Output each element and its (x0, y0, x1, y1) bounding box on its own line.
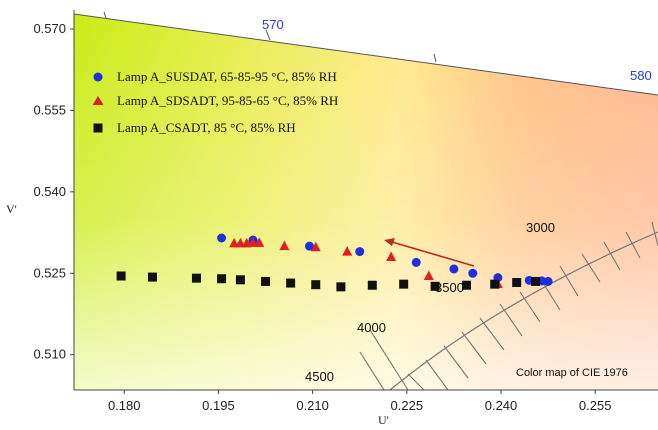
data-point-square (286, 278, 296, 288)
y-tick-label: 0.540 (33, 184, 66, 199)
y-axis-ticks: 0.570 0.555 0.540 0.525 0.510 (33, 21, 74, 362)
locus-tick-small (103, 11, 107, 19)
x-axis-title: U' (378, 413, 389, 427)
x-tick-label: 0.180 (108, 398, 141, 413)
data-point-square (336, 282, 346, 292)
x-tick-label: 0.240 (485, 398, 518, 413)
data-point-square (430, 281, 440, 291)
data-point-circle (543, 276, 553, 286)
locus-tick-575 (433, 53, 437, 63)
data-point-circle (411, 257, 421, 267)
locus-tick-570 (265, 29, 271, 41)
x-tick-label: 0.210 (296, 398, 329, 413)
data-point-triangle (386, 251, 397, 261)
data-point-square (490, 279, 500, 289)
data-point-triangle (229, 237, 240, 248)
isotherm-lines (359, 221, 658, 390)
data-point-square (367, 280, 377, 290)
data-point-triangle (254, 237, 265, 247)
data-point-square (399, 279, 409, 289)
y-axis-title: V' (6, 202, 17, 216)
color-map-background (74, 10, 658, 390)
series-square (116, 271, 541, 292)
data-point-triangle (279, 240, 290, 251)
data-point-triangle (423, 270, 434, 280)
y-tick-label: 0.510 (33, 347, 66, 362)
data-point-circle (468, 268, 478, 278)
data-point-square (261, 276, 271, 286)
x-tick-label: 0.195 (202, 398, 235, 413)
spectral-locus-outside (74, 10, 658, 95)
data-point-square (311, 280, 321, 290)
spectral-locus-line (74, 13, 658, 96)
cct-label-4000: 4000 (357, 320, 386, 335)
data-point-square (191, 273, 201, 283)
wavelength-label-580: 580 (630, 68, 652, 83)
y-tick-label: 0.525 (33, 265, 66, 280)
legend-marker-csadt (93, 123, 103, 133)
x-tick-label: 0.255 (579, 398, 612, 413)
legend-label-susdat: Lamp A_SUSDAT, 65-85-95 °C, 85% RH (117, 69, 337, 84)
data-point-circle (449, 264, 459, 274)
planckian-locus (389, 231, 658, 390)
data-point-square (116, 271, 126, 281)
data-point-square (461, 280, 471, 290)
data-point-circle (217, 233, 227, 243)
x-tick-label: 0.225 (391, 398, 424, 413)
data-point-square (531, 276, 541, 286)
data-point-circle (304, 241, 314, 251)
data-point-circle (355, 247, 365, 257)
y-tick-label: 0.570 (33, 21, 66, 36)
legend-label-sdsadt: Lamp A_SDSADT, 95-85-65 °C, 85% RH (117, 93, 338, 108)
legend-marker-sdsadt (92, 96, 104, 105)
trend-arrow (384, 238, 475, 267)
data-point-triangle (247, 237, 258, 247)
data-series (116, 233, 553, 292)
x-axis-ticks: 0.180 0.195 0.210 0.225 0.240 0.255 (108, 390, 612, 413)
wavelength-label-570: 570 (262, 17, 284, 32)
legend-marker-susdat (93, 72, 103, 82)
data-point-triangle (342, 246, 353, 256)
y-tick-label: 0.555 (33, 102, 66, 117)
legend: Lamp A_SUSDAT, 65-85-95 °C, 85% RH Lamp … (92, 69, 338, 135)
data-point-triangle (310, 241, 321, 252)
cct-label-4500: 4500 (305, 369, 334, 384)
legend-label-csadt: Lamp A_CSADT, 85 °C, 85% RH (117, 120, 296, 135)
data-point-triangle (235, 237, 246, 248)
cct-label-3000: 3000 (526, 220, 555, 235)
data-point-square (235, 275, 245, 285)
data-point-square (147, 272, 157, 282)
data-point-square (217, 274, 227, 284)
cct-label-3500: 3500 (435, 280, 464, 295)
data-point-square (512, 278, 522, 288)
color-map-note: Color map of CIE 1976 (516, 367, 628, 379)
series-triangle (229, 237, 503, 289)
